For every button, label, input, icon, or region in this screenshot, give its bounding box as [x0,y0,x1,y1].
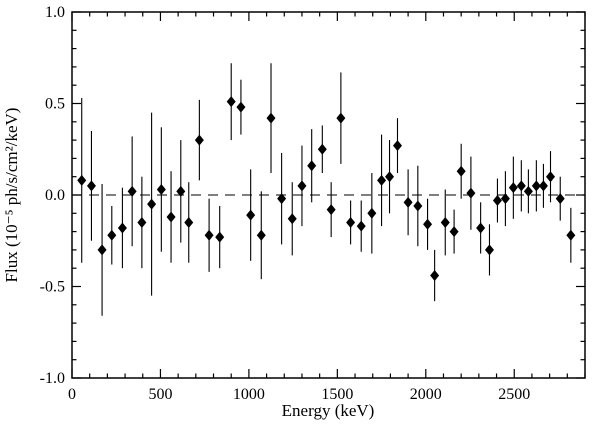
diamond-marker [77,174,87,186]
diamond-marker [86,180,96,192]
y-axis-label: Flux (10⁻⁵ ph/s/cm²/keV) [2,108,21,283]
diamond-marker [287,213,297,225]
diamond-marker [492,194,502,206]
diamond-marker [137,216,147,228]
diamond-marker [500,193,510,205]
x-tick-label: 2500 [498,386,530,403]
diamond-marker [147,198,157,210]
diamond-marker [484,244,494,256]
diamond-marker [317,143,327,155]
diamond-marker [440,216,450,228]
diamond-marker [156,184,166,196]
diamond-marker [246,209,256,221]
diamond-marker [356,220,366,232]
x-tick-label: 1000 [233,386,265,403]
diamond-marker [555,193,565,205]
diamond-marker [277,193,287,205]
diamond-marker [326,204,336,216]
diamond-marker [531,180,541,192]
plot-frame [71,11,586,379]
diamond-marker [236,101,246,113]
diamond-marker [413,200,423,212]
diamond-marker [476,222,486,234]
diamond-marker [107,229,117,241]
diamond-marker [466,187,476,199]
diamond-marker [266,112,276,124]
diamond-marker [336,112,346,124]
diamond-marker [546,171,556,183]
x-tick-label: 0 [68,386,76,403]
diamond-marker [523,185,533,197]
y-tick-label: -0.5 [40,279,65,296]
diamond-marker [449,226,459,238]
diamond-marker [297,180,307,192]
data-markers [77,96,576,282]
diamond-marker [403,196,413,208]
diamond-marker [117,222,127,234]
diamond-marker [346,216,356,228]
y-tick-label: 0.0 [45,187,65,204]
diamond-marker [204,229,214,241]
diamond-marker [184,216,194,228]
diamond-marker [176,185,186,197]
diamond-marker [215,231,225,243]
x-tick-label: 500 [148,386,172,403]
diamond-marker [166,211,176,223]
diamond-marker [538,180,548,192]
diamond-marker [385,171,395,183]
y-tick-label: -1.0 [40,370,65,387]
diamond-marker [566,229,576,241]
x-tick-label: 1500 [321,386,353,403]
error-bars [81,63,572,316]
x-axis-label: Energy (keV) [282,401,375,420]
y-tick-label: 1.0 [45,4,65,21]
diamond-marker [307,160,317,172]
diamond-marker [127,185,137,197]
diamond-marker [377,174,387,186]
diamond-marker [226,96,236,108]
diamond-marker [430,270,440,282]
diamond-marker [423,218,433,230]
diamond-marker [194,134,204,146]
diamond-marker [256,229,266,241]
diamond-marker [392,140,402,152]
tick-labels: 0 500 1000 1500 2000 2500 -1.0 -0.5 0.0 0.5 1.0 [40,4,531,403]
diamond-marker [508,182,518,194]
diamond-marker [367,207,377,219]
x-tick-label: 2000 [410,386,442,403]
diamond-marker [456,165,466,177]
diamond-marker [516,180,526,192]
diamond-marker [97,244,107,256]
y-tick-label: 0.5 [45,96,65,113]
